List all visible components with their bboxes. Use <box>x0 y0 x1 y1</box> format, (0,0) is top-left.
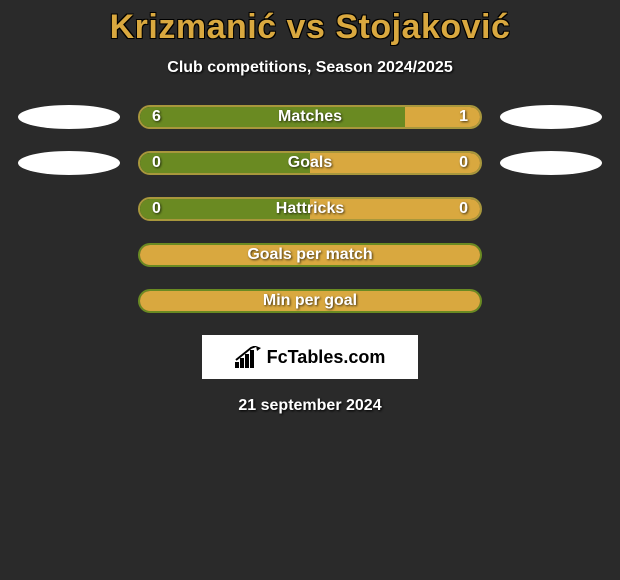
player-left-marker <box>18 151 120 175</box>
stat-row-min-per-goal: Min per goal <box>0 289 620 313</box>
stat-label: Matches <box>278 108 342 126</box>
bar-fill-left <box>140 153 310 173</box>
subtitle: Club competitions, Season 2024/2025 <box>0 59 620 77</box>
player-right-marker <box>500 151 602 175</box>
page-title: Krizmanić vs Stojaković <box>0 8 620 47</box>
chart-icon <box>235 346 261 368</box>
stat-bar: Min per goal <box>138 289 482 313</box>
stat-rows: 6 Matches 1 0 Goals 0 0 Hattri <box>0 105 620 313</box>
brand-text: FcTables.com <box>267 347 386 368</box>
stat-value-right: 0 <box>459 154 468 172</box>
bar-fill-right <box>405 107 480 127</box>
stat-row-matches: 6 Matches 1 <box>0 105 620 129</box>
stat-row-hattricks: 0 Hattricks 0 <box>0 197 620 221</box>
stat-bar: 0 Hattricks 0 <box>138 197 482 221</box>
brand-box[interactable]: FcTables.com <box>202 335 418 379</box>
player-right-marker <box>500 105 602 129</box>
stat-label: Min per goal <box>263 292 357 310</box>
stat-label: Goals per match <box>247 246 372 264</box>
player-left-marker <box>18 105 120 129</box>
stat-value-left: 6 <box>152 108 161 126</box>
stat-label: Goals <box>288 154 332 172</box>
stat-row-goals-per-match: Goals per match <box>0 243 620 267</box>
comparison-card: Krizmanić vs Stojaković Club competition… <box>0 0 620 415</box>
stat-bar: 0 Goals 0 <box>138 151 482 175</box>
stat-value-left: 0 <box>152 200 161 218</box>
bar-fill-right <box>310 153 480 173</box>
stat-value-left: 0 <box>152 154 161 172</box>
stat-label: Hattricks <box>276 200 344 218</box>
date-text: 21 september 2024 <box>0 397 620 415</box>
stat-bar: 6 Matches 1 <box>138 105 482 129</box>
stat-value-right: 1 <box>459 108 468 126</box>
stat-value-right: 0 <box>459 200 468 218</box>
stat-bar: Goals per match <box>138 243 482 267</box>
stat-row-goals: 0 Goals 0 <box>0 151 620 175</box>
bar-fill-left <box>140 107 405 127</box>
